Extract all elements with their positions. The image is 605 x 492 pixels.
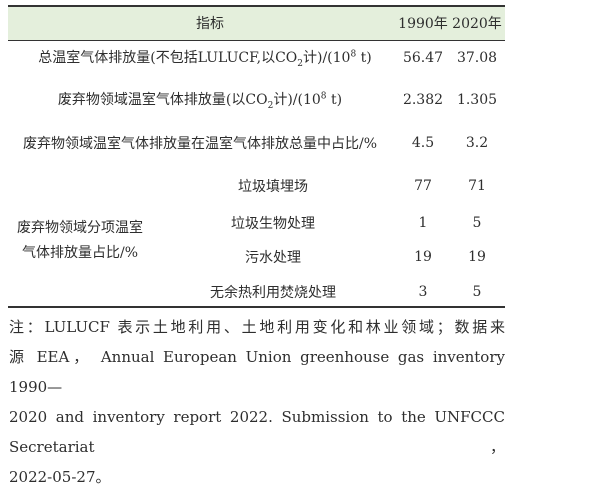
bottom-rule: [8, 306, 505, 308]
label-text: 计)/(10: [273, 92, 321, 109]
label-text: 废弃物领域温室气体排放量(以CO: [57, 92, 268, 109]
item-1990: 77: [414, 178, 432, 194]
top-rule: [8, 5, 505, 7]
item-2020: 71: [468, 178, 486, 194]
table-header-background: [8, 6, 505, 40]
label-text: 总温室气体排放量(不包括LULUCF,以CO: [38, 50, 298, 67]
row-waste-label: 废弃物领域温室气体排放量(以CO2计)/(108 t): [57, 89, 343, 111]
label-text: t): [326, 92, 343, 109]
item-1990: 1: [418, 215, 428, 231]
subscript: 2: [297, 58, 303, 69]
header-1990: 1990年: [398, 16, 448, 32]
item-label: 垃圾填埋场: [238, 179, 308, 195]
row-total-2020: 37.08: [456, 50, 498, 66]
item-1990: 3: [418, 284, 428, 300]
header-2020: 2020年: [452, 16, 502, 32]
header-indicator: 指标: [196, 16, 224, 32]
row-waste-2020: 1.305: [456, 92, 498, 108]
label-text: 计)/(10: [303, 50, 351, 67]
item-2020: 5: [472, 215, 482, 231]
group-label-line1: 废弃物领域分项温室: [17, 220, 143, 236]
item-2020: 5: [472, 284, 482, 300]
row-total-1990: 56.47: [402, 50, 444, 66]
note-line: 源 EEA， Annual European Union greenhouse …: [9, 348, 505, 396]
row-share-1990: 4.5: [411, 135, 435, 151]
row-share-label: 废弃物领域温室气体排放量在温室气体排放总量中占比/%: [22, 136, 378, 152]
superscript: 8: [320, 91, 327, 102]
label-text: t): [356, 50, 372, 67]
row-waste-1990: 2.382: [402, 92, 444, 108]
item-label: 无余热利用焚烧处理: [210, 285, 336, 301]
row-share-2020: 3.2: [465, 135, 489, 151]
item-label: 垃圾生物处理: [231, 216, 315, 232]
note-line: 注：LULUCF 表示土地利用、土地利用变化和林业领域；数据来: [9, 318, 505, 336]
note-line: 2022-05-27。: [9, 468, 111, 486]
group-label-line2: 气体排放量占比/%: [21, 245, 139, 261]
note-line: 2020 and inventory report 2022. Submissi…: [9, 408, 505, 456]
row-total-label: 总温室气体排放量(不包括LULUCF,以CO2计)/(108 t): [38, 47, 372, 69]
item-1990: 19: [414, 249, 432, 265]
header-rule: [8, 40, 505, 41]
superscript: 8: [350, 49, 357, 60]
table-note: 注：LULUCF 表示土地利用、土地利用变化和林业领域；数据来 源 EEA， A…: [9, 312, 505, 492]
item-2020: 19: [468, 249, 486, 265]
item-label: 污水处理: [245, 250, 301, 266]
subscript: 2: [267, 100, 274, 111]
